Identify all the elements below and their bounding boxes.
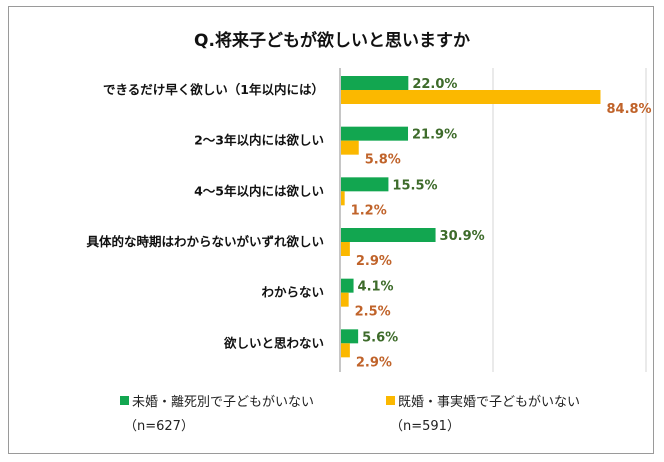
legend: 未婚・離死別で子どもがいない （n=627） 既婚・事実婚で子どもがいない （n=59…	[120, 394, 580, 434]
data-label: 21.9%	[412, 128, 457, 143]
data-label: 30.9%	[440, 229, 485, 244]
bar-married	[341, 140, 359, 155]
data-label: 5.6%	[362, 330, 398, 345]
bar-married	[341, 343, 350, 358]
legend-label: 未婚・離死別で子どもがいない	[132, 395, 314, 410]
data-label: 5.8%	[365, 153, 401, 168]
category-label: 欲しいと思わない	[223, 335, 324, 350]
bar-unmarried	[341, 126, 409, 141]
category-label: できるだけ早く欲しい（1年以内には）	[103, 82, 324, 97]
data-label: 2.9%	[356, 254, 392, 269]
legend-swatch	[120, 396, 129, 405]
bar-unmarried	[341, 278, 354, 293]
legend-sample-size: （n=591）	[390, 419, 460, 434]
legend-sample-size: （n=627）	[124, 419, 194, 434]
chart-title: Q.将来子どもが欲しいと思いますか	[194, 30, 470, 51]
data-label: 2.9%	[356, 355, 392, 370]
category-label: 2～3年以内には欲しい	[194, 133, 324, 148]
bar-married	[341, 292, 349, 307]
category-label: わからない	[261, 285, 324, 300]
data-label: 2.5%	[355, 305, 391, 320]
data-label: 84.8%	[606, 102, 651, 117]
bar-unmarried	[341, 228, 436, 242]
labels: できるだけ早く欲しい（1年以内には） 22.0% 84.8% 2～3年以内には欲しい 2…	[85, 77, 651, 370]
legend-swatch	[386, 396, 395, 405]
legend-label: 既婚・事実婚で子どもがいない	[398, 394, 580, 410]
bar-married	[341, 90, 601, 104]
data-label: 15.5%	[392, 178, 437, 193]
data-label: 22.0%	[412, 77, 457, 92]
bars	[341, 76, 601, 358]
grid	[339, 68, 647, 372]
bar-unmarried	[341, 76, 409, 90]
category-label: 4～5年以内には欲しい	[194, 183, 324, 198]
category-label: 具体的な時期はわからないがいずれ欲しい	[85, 234, 324, 249]
bar-unmarried	[341, 329, 359, 344]
bar-unmarried	[341, 177, 389, 192]
data-label: 1.2%	[351, 203, 387, 218]
data-label: 4.1%	[358, 280, 394, 295]
bar-married	[341, 191, 345, 206]
chart-frame	[8, 6, 654, 454]
bar-married	[341, 242, 350, 256]
